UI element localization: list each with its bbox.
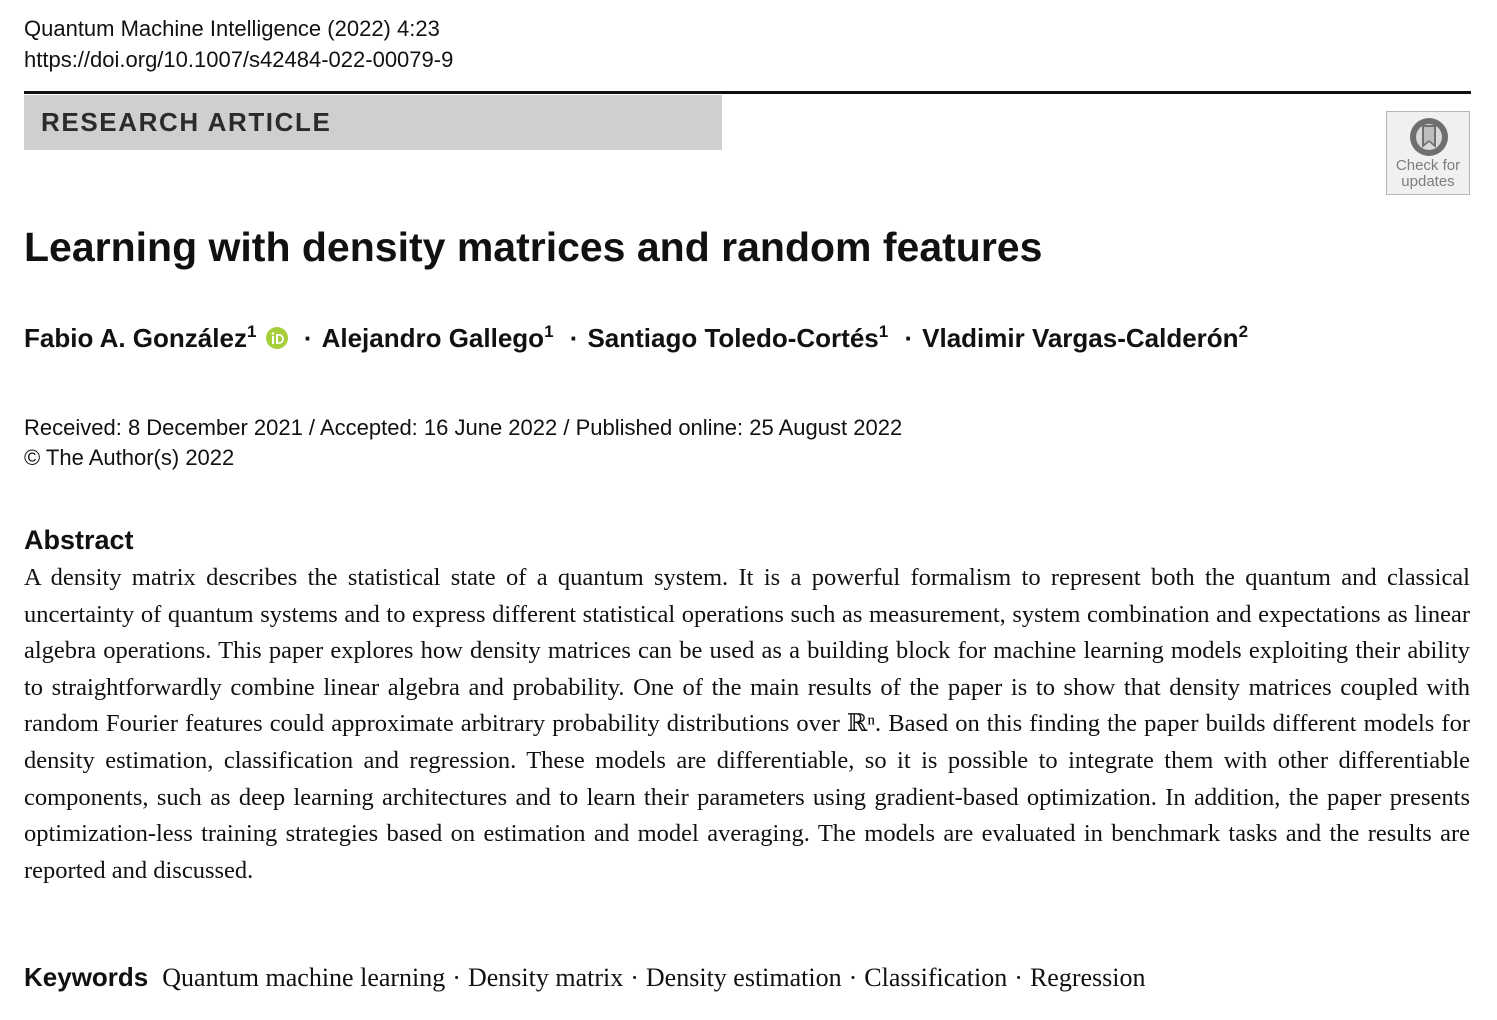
keyword-separator: ·	[1014, 963, 1023, 992]
author-affiliation: 2	[1238, 322, 1249, 341]
author-list: Fabio A. González1 · Alejandro Gallego1 ·…	[24, 323, 1248, 354]
author-affiliation: 1	[878, 322, 889, 341]
article-type-band: RESEARCH ARTICLE	[24, 95, 722, 150]
author-separator: ·	[904, 323, 914, 353]
keyword: Quantum machine learning	[162, 963, 446, 992]
author-separator: ·	[303, 323, 313, 353]
abstract-heading: Abstract	[24, 525, 134, 555]
article-title: Learning with density matrices and rando…	[24, 224, 1043, 270]
keyword-separator: ·	[848, 963, 858, 992]
doi-link[interactable]: https://doi.org/10.1007/s42484-022-00079…	[24, 47, 454, 72]
history-dates: Received: 8 December 2021 / Accepted: 16…	[24, 415, 903, 440]
keyword-separator: ·	[630, 963, 639, 992]
journal-citation: Quantum Machine Intelligence (2022) 4:23	[24, 16, 440, 41]
author-name[interactable]: Vladimir Vargas-Calderón	[922, 323, 1239, 353]
author-separator: ·	[569, 323, 579, 353]
journal-header: Quantum Machine Intelligence (2022) 4:23…	[24, 13, 453, 75]
keyword-separator: ·	[452, 963, 461, 992]
publication-dates: Received: 8 December 2021 / Accepted: 16…	[24, 413, 902, 473]
keyword: Classification	[864, 963, 1008, 992]
keywords-line: Keywords Quantum machine learning · Density…	[24, 962, 1145, 993]
keyword: Regression	[1029, 963, 1146, 992]
author-affiliation: 1	[246, 322, 257, 341]
header-rule	[24, 91, 1471, 94]
keywords-label: Keywords	[24, 962, 149, 992]
article-type-label: RESEARCH ARTICLE	[41, 107, 332, 137]
author-affiliation: 1	[544, 322, 554, 341]
abstract-text: A density matrix describes the statistic…	[24, 564, 1470, 884]
orcid-icon[interactable]	[265, 327, 288, 349]
author-name[interactable]: Alejandro Gallego	[321, 323, 545, 353]
check-for-updates-badge[interactable]: Check for updates	[1386, 111, 1470, 195]
keyword: Density estimation	[645, 963, 842, 992]
copyright-notice: © The Author(s) 2022	[24, 445, 235, 470]
check-updates-icon	[1410, 118, 1448, 156]
author-name[interactable]: Fabio A. González	[24, 323, 247, 353]
keyword: Density matrix	[467, 963, 624, 992]
check-updates-label: Check for updates	[1395, 157, 1461, 190]
author-name[interactable]: Santiago Toledo-Cortés	[587, 323, 879, 353]
